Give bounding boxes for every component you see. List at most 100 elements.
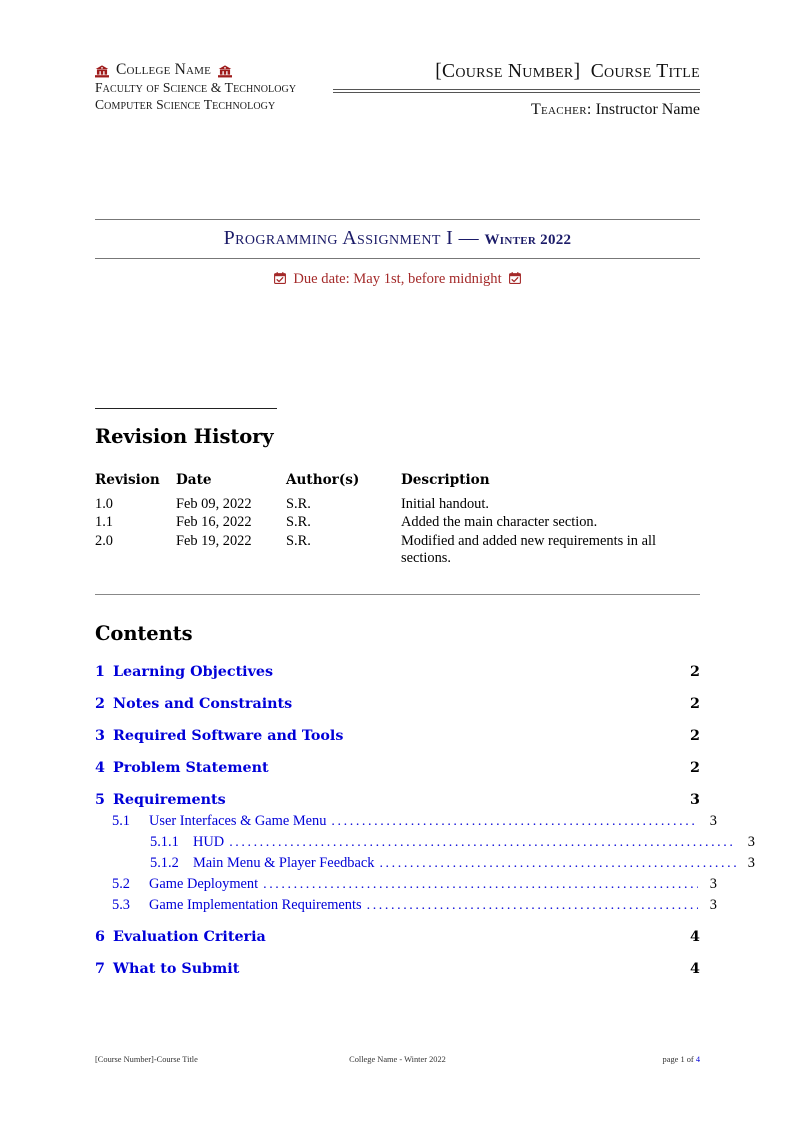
assignment-season: Winter 2022 (484, 232, 572, 248)
toc-entry-number: 4 (95, 760, 105, 776)
cell-revision: 1.0 (95, 495, 113, 512)
column-header-description: Description (401, 472, 490, 488)
assignment-name: Programming Assignment I (223, 227, 454, 249)
toc-entry-number: 5.2 (112, 876, 130, 892)
toc-entry-number: 5.1.1 (150, 834, 179, 850)
toc-entry-number: 5.1.2 (150, 855, 179, 871)
calendar-check-icon-right (509, 271, 522, 284)
toc-dot-leader: ........................................… (263, 877, 698, 892)
footer-course: [Course Number]-Course Title (95, 1055, 198, 1064)
due-date-row: Due date: May 1st, before midnight (95, 270, 700, 288)
toc-dot-leader: ........................................… (379, 856, 736, 871)
cell-author: S.R. (286, 514, 311, 530)
toc-entry-label: Notes and Constraints (113, 696, 293, 712)
footer-page-number: page 1 of 4 (663, 1054, 700, 1066)
institution-name: College Name (116, 61, 212, 78)
toc-entry[interactable]: 5Requirements...........................… (95, 792, 700, 809)
header-double-rule (333, 89, 700, 94)
toc-entry-label: Requirements (113, 792, 226, 808)
cell-description: Modified and added new requirements in a… (401, 532, 656, 567)
toc-entry-page: 3 (709, 897, 717, 913)
toc-entry-label: Evaluation Criteria (113, 929, 266, 945)
footer-institution: College Name - Winter 2022 (349, 1055, 446, 1064)
toc-entry-label: HUD (193, 834, 225, 850)
cell-revision: 2.0 (95, 532, 113, 549)
toc-entry[interactable]: 5.1.1 HUD................................… (95, 834, 755, 851)
toc-dot-leader: ........................................… (331, 814, 698, 829)
cell-revision: 1.1 (95, 514, 113, 530)
teacher-name: Instructor Name (595, 101, 700, 119)
toc-entry-label: Game Deployment (149, 876, 259, 892)
table-row: 1.1 Feb 16, 2022 S.R. Added the main cha… (95, 514, 700, 533)
cell-author: S.R. (286, 532, 311, 549)
toc-entry-page: 3 (709, 876, 717, 892)
column-header-revision: Revision (95, 472, 160, 488)
toc-entry-label: Required Software and Tools (113, 728, 344, 744)
toc-entry[interactable]: 5.2 Game Deployment......................… (95, 876, 717, 893)
teacher-label: Teacher: (530, 101, 592, 119)
toc-entry-page: 2 (690, 728, 700, 744)
column-header-author: Author(s) (286, 472, 360, 488)
document-header: College Name Faculty of Science & Techno… (95, 60, 700, 130)
toc-entry[interactable]: 5.3 Game Implementation Requirements.....… (95, 897, 717, 914)
contents-list: 1 Learning Objectives....................… (95, 664, 755, 978)
cell-description: Added the main character section. (401, 514, 598, 530)
toc-entry-label: Problem Statement (113, 760, 269, 776)
toc-entry-page: 3 (709, 813, 717, 829)
toc-entry-page: 3 (690, 792, 700, 808)
toc-entry-page: 2 (690, 664, 700, 680)
toc-dot-leader: ........................................… (366, 898, 698, 913)
table-of-contents-section: Contents 1 Learning Objectives...........… (95, 622, 755, 978)
toc-entry-page: 4 (690, 929, 700, 945)
university-icon-right (218, 64, 233, 78)
toc-entry-number: 3 (95, 728, 105, 744)
toc-entry-number: 2 (95, 696, 105, 712)
footer-page-prefix: page 1 of (662, 1055, 696, 1064)
table-row: 2.0 Feb 19, 2022 S.R. Modified and added… (95, 533, 700, 569)
university-icon-left (95, 64, 109, 78)
revision-history-table: Revision Date Author(s) Description 1.0 … (95, 472, 700, 569)
toc-entry-label: Learning Objectives (113, 664, 274, 680)
teacher-row: Teacher: Instructor Name (333, 100, 700, 120)
course-heading: [Course Number] Course Title (333, 60, 700, 84)
calendar-check-icon-left (273, 271, 286, 284)
toc-entry-number: 1 (95, 664, 105, 680)
toc-entry-number: 5 (95, 792, 105, 808)
department-name: Computer Science Technology (95, 96, 276, 112)
footer-total-pages: 4 (695, 1055, 700, 1064)
toc-entry-label: Game Implementation Requirements (149, 897, 362, 913)
toc-entry-number: 5.3 (112, 897, 130, 913)
toc-entry-page: 4 (690, 961, 700, 977)
revision-section-bottom-rule (95, 594, 700, 595)
assignment-title: Programming Assignment I — Winter 2022 (95, 220, 700, 258)
cell-date: Feb 16, 2022 (176, 514, 252, 530)
cell-description: Initial handout. (401, 495, 489, 512)
toc-entry[interactable]: 5.1.2 Main Menu & Player Feedback........… (95, 855, 755, 872)
toc-entry-label: User Interfaces & Game Menu (149, 813, 327, 829)
course-block: [Course Number] Course Title Teacher: In… (333, 60, 700, 120)
contents-heading: Contents (95, 622, 193, 645)
toc-entry-label: Main Menu & Player Feedback (193, 855, 375, 871)
toc-entry-page: 2 (690, 760, 700, 776)
revision-history-heading: Revision History (95, 425, 274, 448)
toc-dot-leader: ........................................… (229, 835, 736, 850)
title-rule-top (95, 219, 700, 220)
course-title: Course Title (590, 61, 700, 82)
table-header-row: Revision Date Author(s) Description (95, 472, 700, 496)
assignment-title-block: Programming Assignment I — Winter 2022 D… (95, 219, 700, 288)
faculty-name: Faculty of Science & Technology (95, 80, 297, 95)
revision-rule (95, 408, 277, 409)
course-number: [Course Number] (435, 61, 581, 82)
table-row: 1.0 Feb 09, 2022 S.R. Initial handout. (95, 496, 700, 515)
toc-entry-number: 7 (95, 961, 105, 977)
cell-author: S.R. (286, 495, 311, 512)
toc-entry[interactable]: 5.1 User Interfaces & Game Menu..........… (95, 813, 717, 830)
title-rule-bottom (95, 258, 700, 259)
